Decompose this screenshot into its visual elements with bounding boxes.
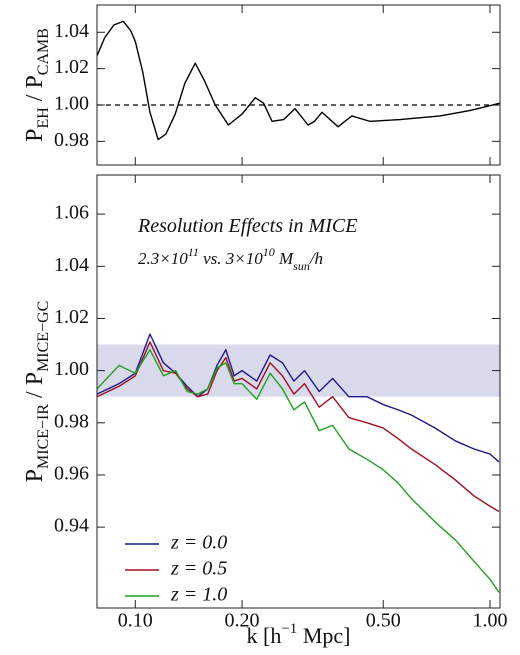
text-segment: MICE−IR xyxy=(35,404,52,469)
y-axis-label: PEH / PCAMB xyxy=(22,28,53,142)
x-axis-label: k [h−1 Mpc] xyxy=(247,621,351,648)
text-segment: P xyxy=(22,469,48,482)
text-segment: 11 xyxy=(188,245,199,259)
text-segment: Resolution Effects in MICE xyxy=(137,215,357,237)
x-tick-label: 0.10 xyxy=(118,610,153,632)
text-segment: vs. 3×10 xyxy=(199,249,263,268)
text-segment: k [h xyxy=(247,623,282,648)
text-segment: −1 xyxy=(281,621,297,637)
plot-frame xyxy=(96,174,501,609)
y-tick-label: 1.06 xyxy=(54,202,89,224)
text-segment: / P xyxy=(22,75,48,107)
y-tick-label: 1.04 xyxy=(54,254,89,276)
y-tick-label: 1.00 xyxy=(54,93,89,115)
x-tick-label: 0.20 xyxy=(225,610,260,632)
annotation: Resolution Effects in MICE xyxy=(137,215,357,237)
y-tick-label: 1.00 xyxy=(54,358,89,380)
y-tick-label: 1.02 xyxy=(54,306,89,328)
x-tick-label: 1.00 xyxy=(473,610,508,632)
data-line xyxy=(96,349,500,593)
annotation: 2.3×1011 vs. 3×1010 Msun/h xyxy=(138,245,323,273)
y-tick-label: 1.02 xyxy=(54,56,89,78)
text-segment: CAMB xyxy=(35,28,52,75)
legend-label: z = 0.5 xyxy=(170,558,227,580)
y-tick-label: 1.04 xyxy=(54,20,89,42)
text-segment: /h xyxy=(309,249,323,268)
y-tick-label: 0.98 xyxy=(54,410,89,432)
y-tick-label: 0.96 xyxy=(54,463,89,485)
text-segment: 10 xyxy=(263,245,275,259)
y-tick-label: 0.94 xyxy=(54,515,89,537)
text-segment: MICE−GC xyxy=(35,301,52,372)
text-segment: / P xyxy=(22,372,48,404)
y-tick-label: 0.98 xyxy=(54,129,89,151)
text-segment: P xyxy=(22,129,48,142)
text-segment: sun xyxy=(293,259,310,273)
legend-label: z = 0.0 xyxy=(170,532,227,554)
x-tick-label: 0.50 xyxy=(366,610,401,632)
text-segment: M xyxy=(275,249,294,268)
data-line xyxy=(96,341,500,513)
plot-frame xyxy=(96,4,501,166)
text-segment: Mpc] xyxy=(297,623,350,648)
y-axis-label: PMICE−IR / PMICE−GC xyxy=(22,301,53,483)
legend-label: z = 1.0 xyxy=(170,584,227,606)
text-segment: 2.3×10 xyxy=(138,249,188,268)
data-line xyxy=(96,20,501,141)
text-segment: EH xyxy=(35,107,52,129)
